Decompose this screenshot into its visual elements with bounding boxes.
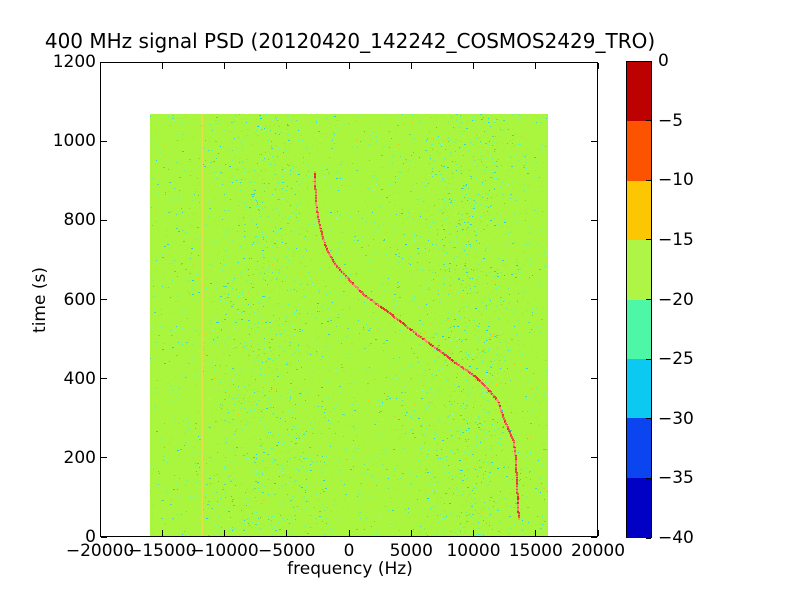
y-major-tick-right [591, 378, 597, 380]
x-major-tick-top [410, 63, 412, 69]
x-major-tick-bottom [161, 530, 163, 536]
heatmap-image [149, 114, 548, 538]
colorbar-tick [646, 358, 651, 360]
x-major-tick-bottom [473, 530, 474, 536]
colorbar-tick-label: −15 [658, 229, 694, 250]
y-major-tick-right [591, 140, 597, 142]
colorbar-band [627, 240, 651, 301]
y-tick-label: 800 [63, 210, 96, 231]
x-tick-label: −15000 [128, 541, 197, 561]
x-major-tick-bottom [348, 530, 350, 536]
x-major-tick-bottom [286, 530, 288, 536]
y-major-tick-right [591, 219, 597, 221]
colorbar-tick-label: −30 [658, 408, 694, 429]
y-tick-label: 0 [85, 527, 96, 547]
colorbar-band [627, 180, 651, 242]
y-major-tick-left [101, 299, 107, 300]
y-axis-label: time (s) [30, 267, 50, 333]
x-tick-label: −10000 [190, 541, 259, 561]
x-major-tick-top [348, 63, 350, 69]
colorbar-band [627, 299, 651, 361]
x-major-tick-top [535, 63, 537, 69]
x-major-tick-top [224, 63, 225, 69]
x-major-tick-bottom [410, 530, 412, 536]
colorbar-tick [646, 537, 651, 539]
colorbar-tick [646, 179, 651, 181]
colorbar-band [627, 62, 651, 123]
x-major-tick-top [161, 63, 163, 69]
y-major-tick-left [101, 140, 107, 142]
colorbar-tick-label: −5 [658, 110, 684, 131]
colorbar-band [627, 121, 651, 183]
y-tick-label: 200 [63, 447, 96, 468]
y-major-tick-right [591, 457, 597, 459]
x-tick-label: 20000 [570, 541, 626, 561]
y-major-tick-left [101, 457, 107, 459]
colorbar-tick [646, 60, 651, 62]
colorbar-tick [646, 299, 651, 300]
y-major-tick-right [591, 536, 597, 538]
x-tick-label: 10000 [446, 541, 501, 561]
y-major-tick-right [591, 299, 597, 300]
x-tick-label: 5000 [389, 541, 433, 561]
y-major-tick-left [101, 536, 107, 538]
x-major-tick-top [99, 63, 101, 69]
colorbar-tick-label: −10 [658, 170, 694, 191]
colorbar-band [627, 418, 651, 480]
x-tick-label: −20000 [65, 541, 135, 561]
y-tick-label: 400 [63, 368, 96, 389]
x-major-tick-bottom [99, 530, 101, 536]
colorbar-tick-label: −20 [658, 289, 694, 310]
x-major-tick-top [473, 63, 474, 69]
y-major-tick-left [101, 61, 107, 63]
y-major-tick-left [101, 378, 107, 380]
y-major-tick-left [101, 219, 107, 221]
x-tick-label: −5000 [257, 541, 316, 561]
colorbar-tick-label: −40 [658, 528, 694, 548]
colorbar-tick-label: −25 [658, 349, 694, 370]
colorbar [626, 61, 652, 539]
colorbar-tick-label: −35 [658, 468, 694, 489]
x-major-tick-bottom [535, 530, 537, 536]
colorbar-tick [646, 120, 651, 122]
x-major-tick-top [286, 63, 288, 69]
x-major-tick-bottom [224, 530, 225, 536]
colorbar-tick [646, 477, 651, 479]
x-major-tick-bottom [597, 530, 599, 536]
plot-axes-box [100, 62, 598, 537]
y-major-tick-right [591, 61, 597, 63]
colorbar-tick [646, 418, 651, 420]
y-tick-label: 1000 [52, 131, 96, 152]
x-tick-label: 15000 [508, 541, 563, 561]
colorbar-tick-label: 0 [658, 51, 669, 71]
colorbar-band [627, 477, 651, 539]
plot-title: 400 MHz signal PSD (20120420_142242_COSM… [44, 29, 656, 53]
x-tick-label: 0 [343, 541, 355, 561]
y-tick-label: 600 [63, 289, 96, 310]
x-axis-label: frequency (Hz) [287, 559, 413, 579]
x-major-tick-top [597, 63, 599, 69]
colorbar-band [627, 358, 651, 420]
y-tick-label: 1200 [52, 52, 96, 72]
colorbar-tick [646, 239, 651, 241]
